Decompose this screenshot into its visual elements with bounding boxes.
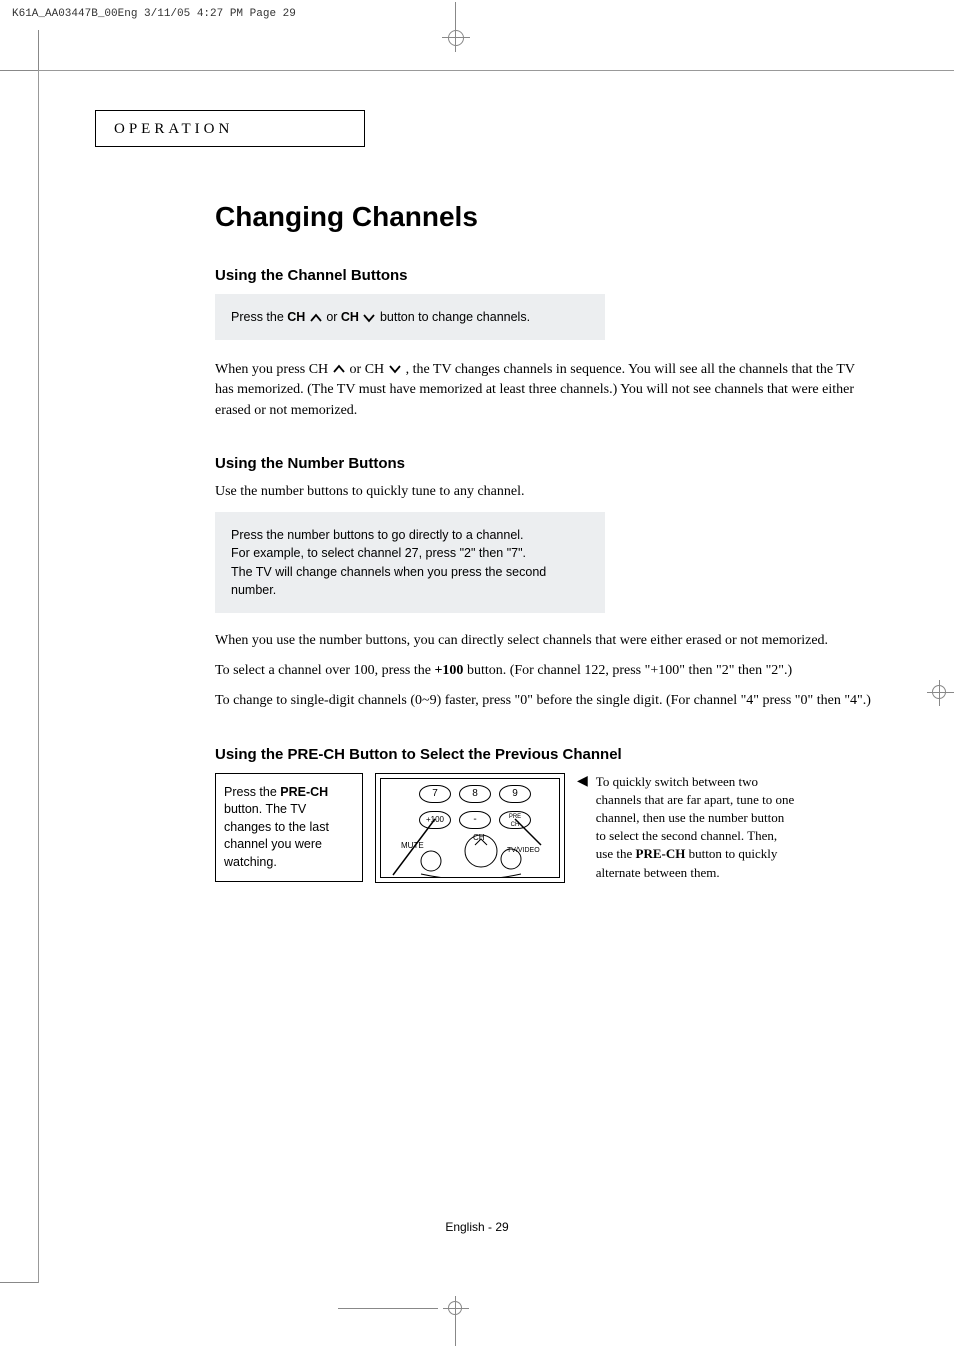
- registration-mark-bottom: [448, 1301, 462, 1315]
- paragraph: When you press CH or CH , the TV changes…: [215, 358, 875, 421]
- instruction-box-number: Press the number buttons to go directly …: [215, 512, 605, 613]
- text: Press the: [231, 310, 287, 324]
- prech-label: PRE-CH: [280, 785, 328, 799]
- trim-line-left: [38, 70, 39, 1283]
- chevron-down-icon: [388, 360, 406, 376]
- text: button to change channels.: [380, 310, 530, 324]
- instruction-box-channel: Press the CH or CH button to change chan…: [215, 294, 605, 340]
- text: The TV will change channels when you pre…: [231, 563, 589, 599]
- ch-label: CH: [309, 362, 328, 377]
- text: Press the number buttons to go directly …: [231, 526, 589, 544]
- chevron-up-icon: [332, 360, 350, 376]
- text: Press the: [224, 785, 280, 799]
- print-header: K61A_AA03447B_00Eng 3/11/05 4:27 PM Page…: [12, 8, 296, 20]
- ch-label: CH: [341, 310, 359, 324]
- text: When you press: [215, 362, 309, 377]
- paragraph: When you use the number buttons, you can…: [215, 631, 875, 651]
- heading-channel-buttons: Using the Channel Buttons: [215, 267, 875, 284]
- trim-line-top: [38, 70, 954, 71]
- text: or: [350, 362, 365, 377]
- paragraph: To select a channel over 100, press the …: [215, 661, 875, 681]
- page-title: Changing Channels: [215, 201, 875, 233]
- registration-mark-top: [448, 30, 464, 46]
- text: For example, to select channel 27, press…: [231, 544, 589, 562]
- chevron-up-icon: [309, 310, 326, 324]
- remote-diagram: 7 8 9 +100 - PRECH MUTE CH TV/VIDEO: [375, 773, 565, 883]
- text: button. The TV changes to the last chann…: [224, 802, 329, 869]
- remote-callout-lines: [381, 779, 559, 877]
- instruction-box-prech: Press the PRE-CH button. The TV changes …: [215, 773, 363, 883]
- crop-mark: [0, 70, 38, 71]
- paragraph: To change to single-digit channels (0~9)…: [215, 691, 875, 711]
- tip-callout: ◀ To quickly switch between two channels…: [577, 773, 797, 882]
- heading-pre-ch: Using the PRE-CH Button to Select the Pr…: [215, 746, 875, 763]
- tip-text: To quickly switch between two channels t…: [596, 773, 797, 882]
- crop-mark: [0, 1282, 38, 1283]
- chevron-down-icon: [362, 310, 379, 324]
- registration-mark-right: [932, 685, 946, 699]
- ch-label: CH: [287, 310, 305, 324]
- text: or: [326, 310, 341, 324]
- page-footer: English - 29: [0, 1220, 954, 1234]
- text: To select a channel over 100, press the: [215, 663, 434, 678]
- plus100-label: +100: [434, 663, 463, 678]
- heading-number-buttons: Using the Number Buttons: [215, 455, 875, 472]
- triangle-left-icon: ◀: [577, 775, 588, 882]
- operation-text: OPERATION: [114, 121, 233, 137]
- page-content: OPERATION Changing Channels Using the Ch…: [95, 110, 875, 883]
- paragraph: Use the number buttons to quickly tune t…: [215, 482, 875, 502]
- section-label-operation: OPERATION: [95, 110, 365, 147]
- ch-label: CH: [365, 362, 384, 377]
- prech-label: PRE-CH: [636, 846, 686, 861]
- crop-mark: [38, 30, 39, 70]
- text: button. (For channel 122, press "+100" t…: [463, 663, 792, 678]
